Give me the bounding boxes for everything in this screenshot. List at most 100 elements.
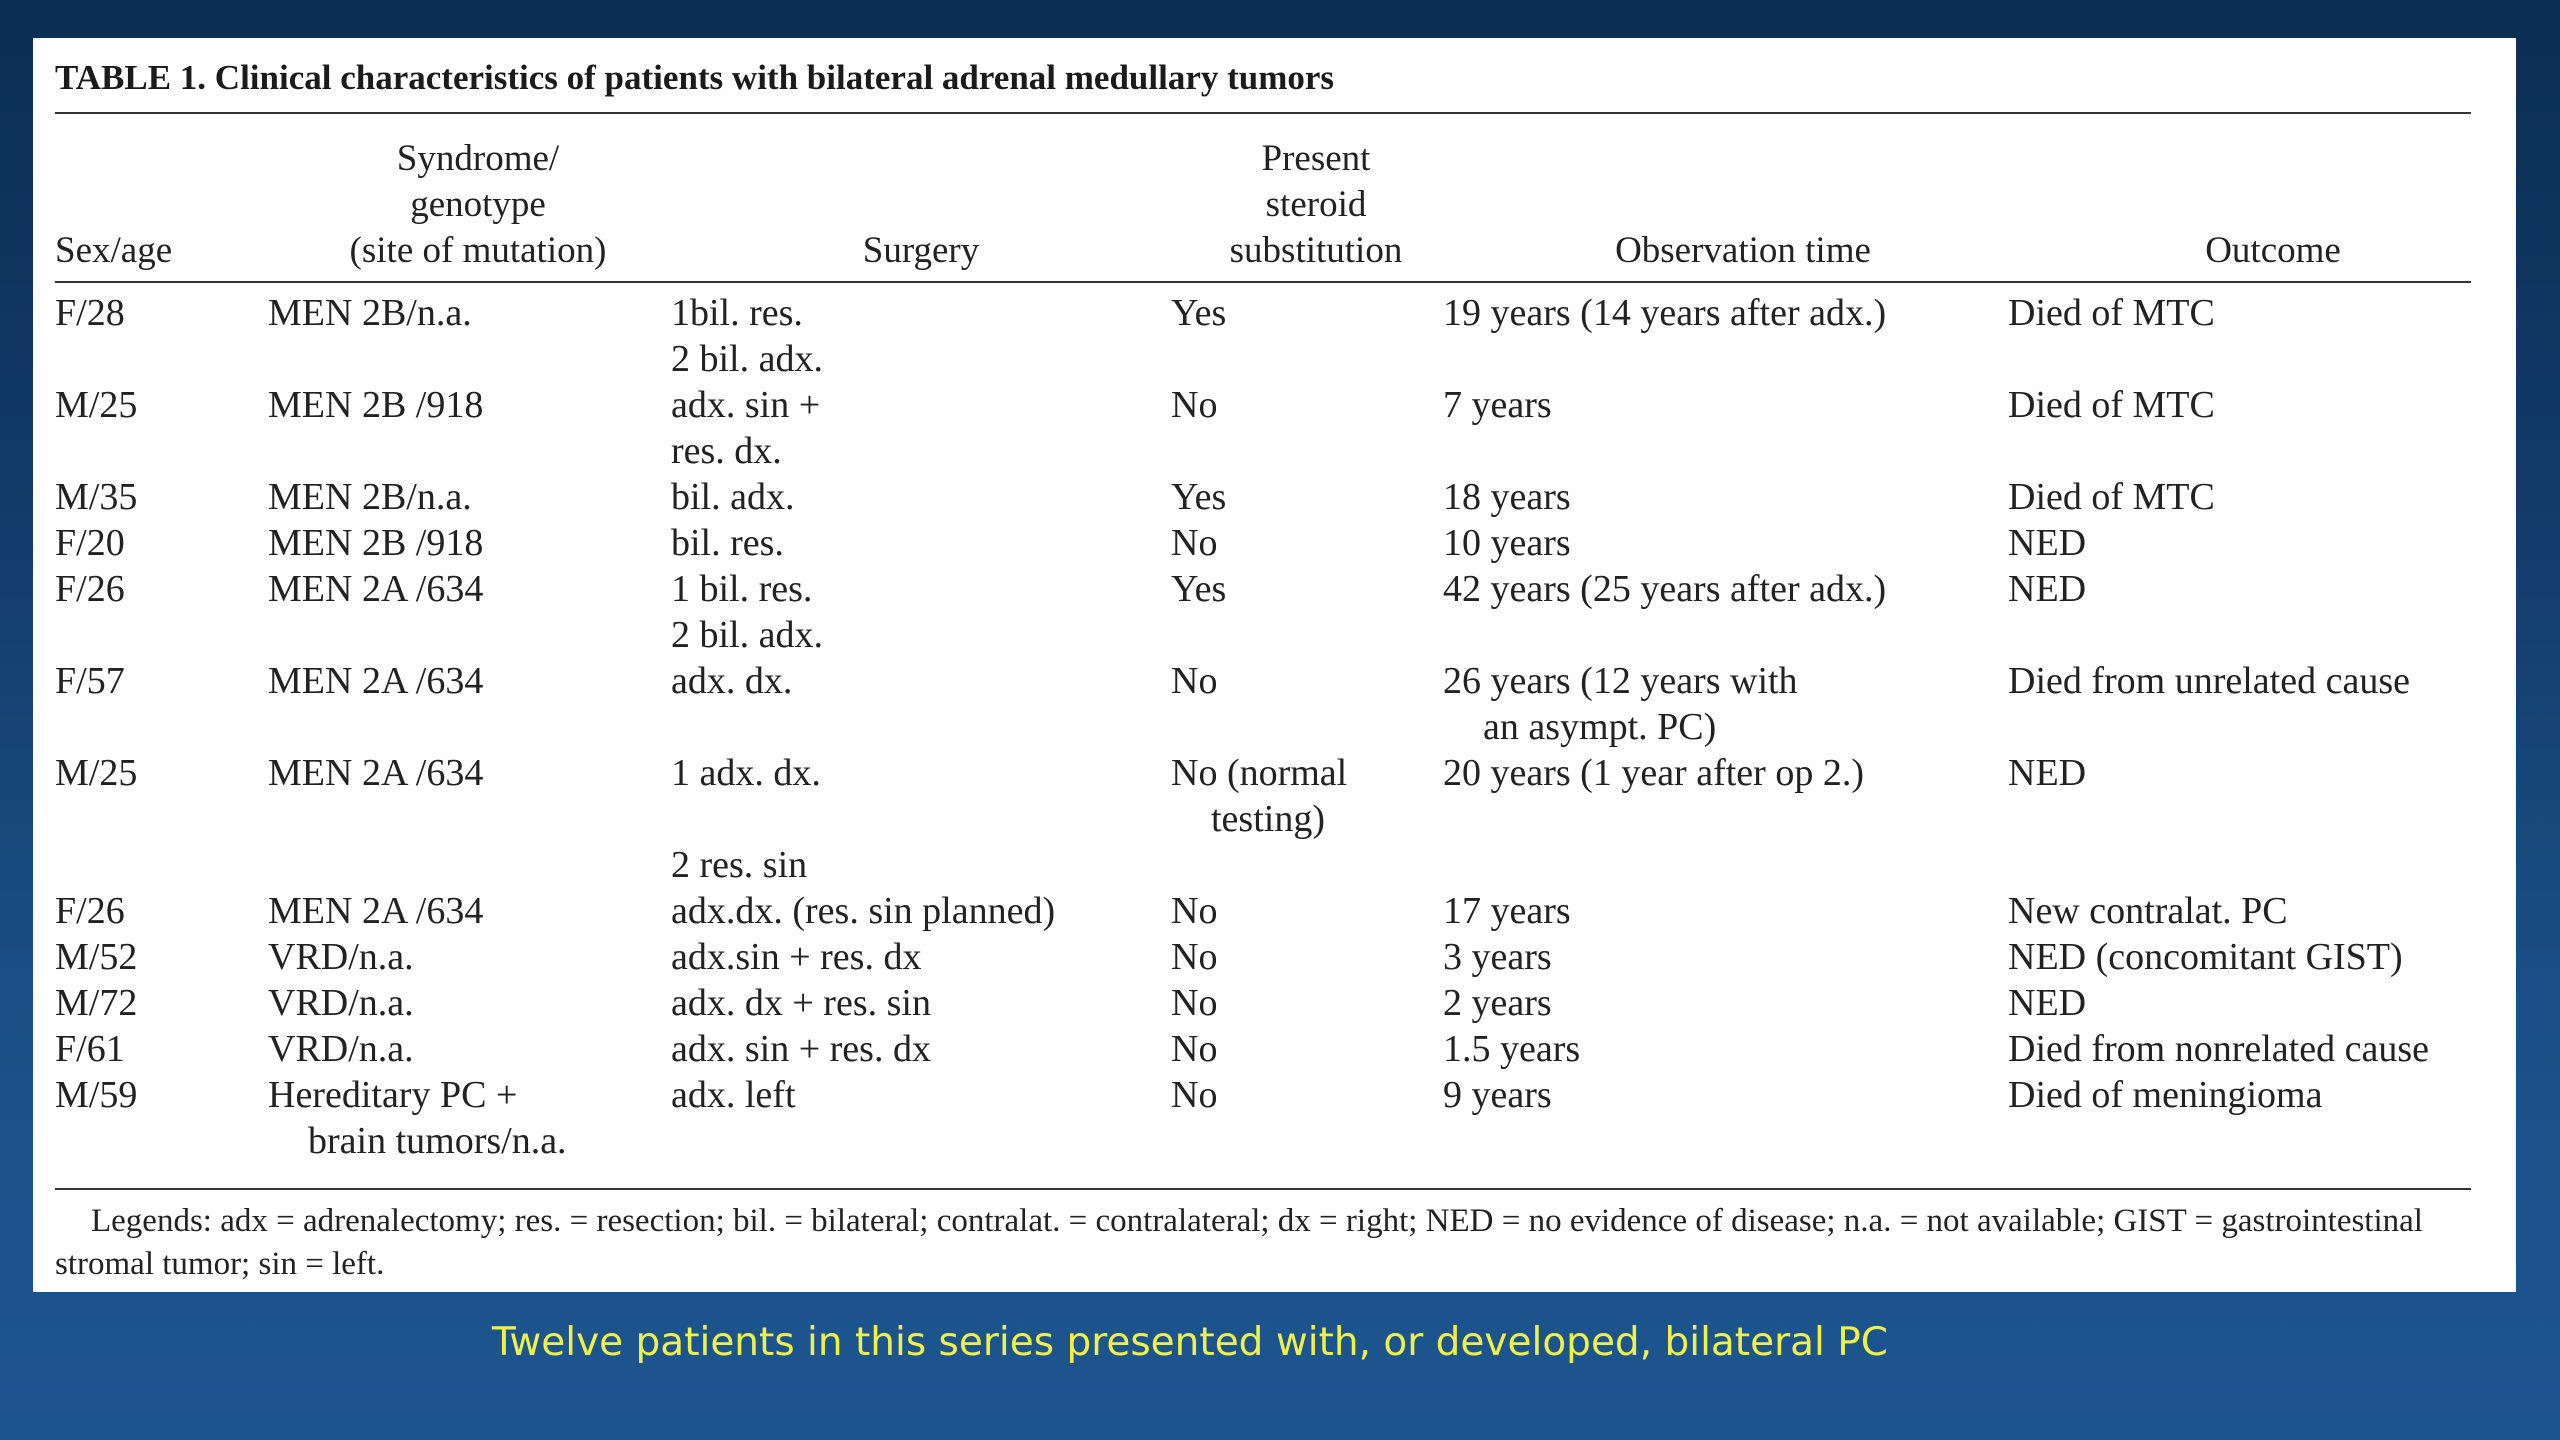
cell-outcome: Died of MTC <box>2008 474 2215 520</box>
cell-outcome: New contralat. PC <box>2008 888 2288 934</box>
header-syndrome: Syndrome/genotype (site of mutation) <box>268 136 688 274</box>
cell-surgery: adx. sin + res. dx. <box>671 382 820 474</box>
cell-line: NED <box>2008 982 2087 1024</box>
cell-sex-age: F/26 <box>55 888 125 934</box>
cell-steroid: Yes <box>1171 566 1226 612</box>
header-line: Outcome <box>2205 230 2341 271</box>
cell-line: 20 years (1 year after op 2.) <box>1443 752 1864 794</box>
cell-line: 1 bil. res. <box>671 568 813 610</box>
cell-line: 26 years (12 years with <box>1443 660 1798 702</box>
cell-outcome: NED <box>2008 520 2086 566</box>
cell-line: 1 adx. dx. <box>671 752 821 794</box>
cell-line: M/52 <box>55 936 138 978</box>
cell-observation: 7 years <box>1443 382 1552 428</box>
cell-syndrome: Hereditary PC + brain tumors/n.a. <box>268 1072 567 1164</box>
cell-line: an asympt. PC) <box>1483 706 1717 748</box>
cell-line: 18 years <box>1443 476 1571 518</box>
cell-line: NED <box>2008 568 2087 610</box>
cell-line: M/25 <box>55 752 138 794</box>
cell-line: New contralat. PC <box>2008 890 2288 932</box>
cell-line: bil. adx. <box>671 476 795 518</box>
cell-line: NED (concomitant GIST) <box>2008 936 2403 978</box>
cell-line: F/26 <box>55 890 125 932</box>
footer-rule <box>55 1188 2471 1190</box>
cell-line: 7 years <box>1443 384 1552 426</box>
cell-line: MEN 2B/n.a. <box>268 292 472 334</box>
cell-syndrome: MEN 2B/n.a. <box>268 290 472 336</box>
cell-line: F/57 <box>55 660 125 702</box>
cell-observation: 3 years <box>1443 934 1552 980</box>
cell-steroid: Yes <box>1171 474 1226 520</box>
cell-outcome: Died of meningioma <box>2008 1072 2322 1118</box>
cell-surgery: 1 bil. res. 2 bil. adx. <box>671 566 823 658</box>
header-observation: Observation time <box>1463 228 2023 274</box>
cell-line: No <box>1171 1074 1218 1116</box>
cell-line: M/25 <box>55 384 138 426</box>
cell-line: 2 bil. adx. <box>671 338 823 380</box>
cell-line: brain tumors/n.a. <box>308 1120 567 1162</box>
cell-line: No <box>1171 1028 1218 1070</box>
cell-surgery: bil. adx. <box>671 474 794 520</box>
cell-observation: 17 years <box>1443 888 1571 934</box>
header-surgery: Surgery <box>671 228 1171 274</box>
cell-sex-age: M/25 <box>55 750 137 796</box>
cell-line: adx. dx. <box>671 660 793 702</box>
cell-line: 19 years (14 years after adx.) <box>1443 292 1887 334</box>
header-line: steroid <box>1265 184 1367 225</box>
cell-surgery: adx. sin + res. dx <box>671 1026 931 1072</box>
cell-line: No <box>1171 936 1218 978</box>
cell-sex-age: F/28 <box>55 290 125 336</box>
header-line: (site of mutation) <box>349 230 607 271</box>
cell-steroid: No <box>1171 658 1217 704</box>
cell-syndrome: VRD/n.a. <box>268 1026 414 1072</box>
cell-line: No <box>1171 660 1218 702</box>
cell-surgery: adx.dx. (res. sin planned) <box>671 888 1055 934</box>
cell-steroid: No (normal testing) <box>1171 750 1347 842</box>
cell-line: Yes <box>1171 292 1227 334</box>
cell-syndrome: MEN 2B /918 <box>268 382 483 428</box>
cell-surgery: adx.sin + res. dx <box>671 934 921 980</box>
cell-line: 9 years <box>1443 1074 1552 1116</box>
cell-line: Yes <box>1171 476 1227 518</box>
cell-observation: 1.5 years <box>1443 1026 1580 1072</box>
header-rule <box>55 281 2471 283</box>
cell-syndrome: MEN 2B /918 <box>268 520 483 566</box>
cell-line: M/59 <box>55 1074 138 1116</box>
cell-line: F/28 <box>55 292 125 334</box>
cell-syndrome: MEN 2A /634 <box>268 750 483 796</box>
cell-line: No <box>1171 982 1218 1024</box>
cell-outcome: NED <box>2008 750 2086 796</box>
cell-sex-age: F/26 <box>55 566 125 612</box>
header-outcome: Outcome <box>2008 228 2538 274</box>
cell-observation: 26 years (12 years with an asympt. PC) <box>1443 658 1798 750</box>
cell-sex-age: F/20 <box>55 520 125 566</box>
header-steroid: Present steroid substitution <box>1171 136 1461 274</box>
cell-steroid: No <box>1171 382 1217 428</box>
cell-sex-age: M/35 <box>55 474 137 520</box>
cell-line: adx.sin + res. dx <box>671 936 922 978</box>
cell-surgery: adx. left <box>671 1072 796 1118</box>
table-legend: Legends: adx = adrenalectomy; res. = res… <box>55 1203 2423 1282</box>
header-line: substitution <box>1229 230 1403 271</box>
cell-surgery: 1 adx. dx. 2 res. sin <box>671 750 821 888</box>
cell-steroid: Yes <box>1171 290 1226 336</box>
cell-line: M/72 <box>55 982 138 1024</box>
cell-surgery: bil. res. <box>671 520 784 566</box>
cell-observation: 9 years <box>1443 1072 1552 1118</box>
cell-line: MEN 2A /634 <box>268 660 484 702</box>
cell-line <box>671 796 821 842</box>
cell-line: adx. left <box>671 1074 796 1116</box>
cell-surgery: adx. dx + res. sin <box>671 980 931 1026</box>
cell-line: NED <box>2008 752 2087 794</box>
cell-line: F/61 <box>55 1028 125 1070</box>
cell-line: testing) <box>1211 798 1325 840</box>
cell-line: NED <box>2008 522 2087 564</box>
header-line: Surgery <box>862 230 980 271</box>
cell-syndrome: MEN 2A /634 <box>268 658 483 704</box>
cell-outcome: NED <box>2008 980 2086 1026</box>
cell-line: Died from nonrelated cause <box>2008 1028 2429 1070</box>
cell-line: Hereditary PC + <box>268 1074 518 1116</box>
cell-line: Died of MTC <box>2008 476 2215 518</box>
cell-steroid: No <box>1171 1072 1217 1118</box>
cell-observation: 18 years <box>1443 474 1571 520</box>
